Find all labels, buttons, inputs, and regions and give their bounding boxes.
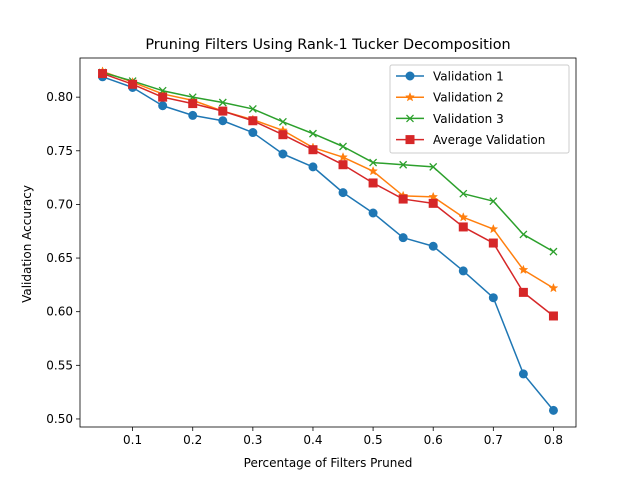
data-point — [278, 149, 288, 159]
axes-frame — [79, 57, 577, 428]
data-point — [429, 162, 438, 171]
y-tick-label: 0.60 — [46, 305, 73, 319]
y-tick-label: 0.65 — [46, 251, 73, 265]
series-1 — [98, 72, 558, 415]
x-tick-label: 0.7 — [484, 433, 503, 447]
data-point — [399, 160, 408, 169]
data-point — [548, 405, 558, 415]
y-tick-label: 0.70 — [46, 197, 73, 211]
data-point — [548, 282, 559, 293]
data-point — [338, 160, 348, 170]
y-tick-label: 0.50 — [46, 412, 73, 426]
data-point — [308, 145, 318, 155]
series-line — [101, 70, 555, 289]
data-point — [218, 106, 228, 116]
data-point — [218, 98, 227, 107]
data-point — [339, 142, 347, 151]
x-tick-label: 0.5 — [364, 433, 383, 447]
legend-label: Validation 2 — [433, 91, 504, 105]
legend-marker — [406, 114, 414, 123]
legend-marker — [405, 71, 415, 81]
data-point — [518, 369, 528, 379]
x-tick-label: 0.8 — [544, 433, 563, 447]
data-point — [98, 69, 108, 79]
data-point — [278, 117, 287, 126]
data-point — [309, 129, 317, 138]
data-point — [488, 238, 498, 248]
data-point — [428, 241, 438, 251]
legend-label: Validation 1 — [433, 70, 504, 84]
chart-title: Pruning Filters Using Rank-1 Tucker Deco… — [145, 37, 510, 53]
data-point — [488, 223, 499, 234]
y-tick-label: 0.80 — [46, 90, 73, 104]
data-point — [368, 208, 378, 218]
data-point — [338, 188, 348, 198]
series-4 — [98, 69, 558, 321]
data-point — [519, 230, 528, 239]
data-point — [218, 116, 228, 126]
y-tick-label: 0.75 — [46, 144, 73, 158]
x-tick-label: 0.6 — [424, 433, 443, 447]
series-line — [101, 76, 555, 412]
data-point — [158, 101, 168, 111]
data-point — [369, 158, 378, 167]
data-point — [458, 212, 469, 222]
data-point — [518, 264, 529, 275]
data-point — [248, 128, 258, 138]
data-point — [428, 191, 439, 202]
legend-label: Average Validation — [433, 133, 545, 147]
data-point — [278, 130, 288, 140]
data-point — [518, 287, 528, 297]
x-tick-label: 0.3 — [243, 433, 262, 447]
legend-entry: Validation 2 — [396, 91, 504, 105]
legend-entry: Validation 1 — [396, 70, 504, 84]
legend-marker — [405, 91, 415, 102]
data-point — [188, 99, 198, 109]
data-point — [368, 178, 378, 188]
data-point — [248, 116, 258, 126]
y-axis: 0.50 0.55 0.60 0.65 0.70 0.75 0.80 — [46, 90, 80, 426]
data-point — [459, 189, 468, 198]
data-point — [458, 222, 468, 232]
data-point — [128, 79, 138, 89]
data-point — [338, 152, 348, 162]
data-point — [489, 197, 498, 206]
data-point — [248, 104, 257, 113]
legend: Validation 1 Validation 2 Validation 3 Aver… — [389, 64, 570, 154]
data-point — [188, 110, 198, 120]
y-axis-label: Validation Accuracy — [20, 185, 34, 303]
x-tick-label: 0.4 — [303, 433, 322, 447]
x-axis: 0.1 0.2 0.3 0.4 0.5 0.6 0.7 0.8 — [123, 427, 563, 447]
legend-entry: Validation 3 — [396, 112, 504, 126]
data-point — [548, 311, 558, 321]
data-point — [398, 194, 408, 204]
x-axis-label: Percentage of Filters Pruned — [244, 456, 413, 470]
legend-marker — [405, 135, 415, 145]
y-tick-label: 0.55 — [46, 358, 73, 372]
data-point — [158, 92, 168, 102]
data-point — [398, 233, 408, 243]
data-point — [458, 266, 468, 276]
legend-entry: Average Validation — [396, 133, 545, 147]
data-point — [428, 198, 438, 208]
data-point — [368, 165, 379, 176]
plot-area: 0.1 0.2 0.3 0.4 0.5 0.6 0.7 0.8 0.50 0.55 0.60 0.65… — [46, 57, 577, 447]
x-tick-label: 0.1 — [123, 433, 142, 447]
legend-box — [389, 64, 570, 154]
x-tick-label: 0.2 — [183, 433, 202, 447]
data-point — [549, 247, 558, 256]
legend-label: Validation 3 — [433, 112, 504, 126]
data-point — [308, 162, 318, 172]
series-line — [101, 71, 555, 253]
data-point — [488, 293, 498, 303]
series-line — [101, 72, 555, 317]
